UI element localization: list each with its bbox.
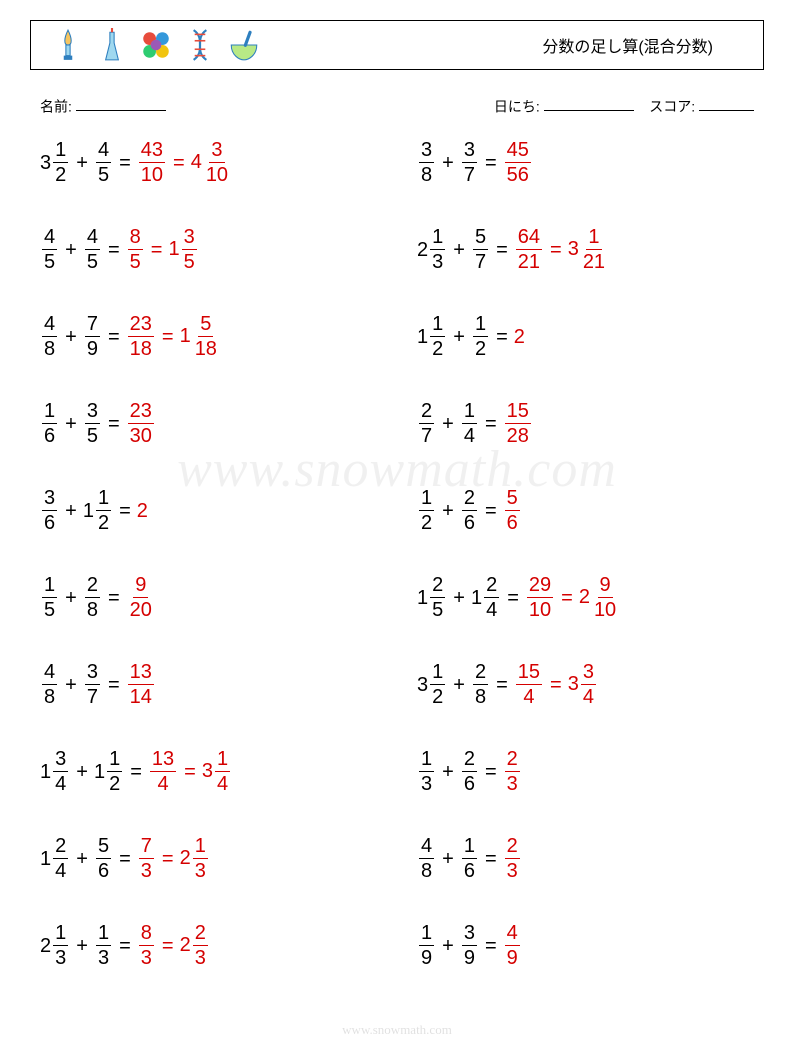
problems-area: 312+45=4310=4310 45+45=85=135 48+79=2318=1…	[40, 135, 754, 973]
answer: 154=334	[514, 661, 598, 709]
answer: 23	[503, 748, 522, 795]
answer: 2	[137, 500, 148, 521]
problem-row: 36+112=2	[40, 483, 377, 538]
score-blank[interactable]	[699, 95, 754, 111]
problem-row: 48+37=1314	[40, 657, 377, 712]
info-line: 名前: 日にち: スコア:	[40, 95, 754, 116]
problem-row: 12+26=56	[417, 483, 754, 538]
problem-row: 124+56=73=213	[40, 831, 377, 886]
problem-row: 312+28=154=334	[417, 657, 754, 712]
right-column: 38+37=4556 213+57=6421=3121 112+12=2 27+14=…	[417, 135, 754, 973]
answer: 920	[126, 574, 156, 621]
answer: 4556	[503, 139, 533, 186]
problem-row: 48+79=2318=1518	[40, 309, 377, 364]
header-box: 分数の足し算(混合分数)	[30, 20, 764, 70]
worksheet-title: 分数の足し算(混合分数)	[542, 33, 713, 57]
answer: 1314	[126, 661, 156, 708]
problem-row: 112+12=2	[417, 309, 754, 364]
answer: 2	[514, 326, 525, 347]
problem-row: 48+16=23	[417, 831, 754, 886]
answer: 2910=2910	[525, 574, 620, 622]
answer: 6421=3121	[514, 226, 609, 274]
name-blank[interactable]	[76, 95, 166, 111]
name-field: 名前:	[40, 95, 166, 116]
answer: 1528	[503, 400, 533, 447]
answer: 4310=4310	[137, 139, 232, 187]
problem-row: 125+124=2910=2910	[417, 570, 754, 625]
lamp-icon	[51, 28, 85, 62]
flask-icon	[95, 28, 129, 62]
date-label: 日にち:	[494, 98, 540, 114]
answer: 85=135	[126, 226, 199, 274]
problem-row: 134+112=134=314	[40, 744, 377, 799]
header-icons	[51, 28, 261, 62]
footer: www.snowmath.com	[0, 1022, 794, 1038]
answer: 2330	[126, 400, 156, 447]
date-score-fields: 日にち: スコア:	[494, 95, 754, 116]
answer: 56	[503, 487, 522, 534]
score-label: スコア:	[649, 98, 695, 114]
problem-row: 213+13=83=223	[40, 918, 377, 973]
answer: 2318=1518	[126, 313, 221, 361]
answer: 73=213	[137, 835, 210, 883]
problem-row: 13+26=23	[417, 744, 754, 799]
answer: 134=314	[148, 748, 232, 796]
problem-row: 45+45=85=135	[40, 222, 377, 277]
left-column: 312+45=4310=4310 45+45=85=135 48+79=2318=1…	[40, 135, 377, 973]
answer: 23	[503, 835, 522, 882]
atoms-icon	[139, 28, 173, 62]
problem-row: 16+35=2330	[40, 396, 377, 451]
answer: 49	[503, 922, 522, 969]
problem-row: 312+45=4310=4310	[40, 135, 377, 190]
dna-icon	[183, 28, 217, 62]
worksheet-page: 分数の足し算(混合分数) 名前: 日にち: スコア: www.snowmath.…	[0, 0, 794, 1053]
name-label: 名前:	[40, 98, 72, 114]
problem-row: 15+28=920	[40, 570, 377, 625]
problem-row: 19+39=49	[417, 918, 754, 973]
problem-row: 213+57=6421=3121	[417, 222, 754, 277]
answer: 83=223	[137, 922, 210, 970]
date-blank[interactable]	[544, 95, 634, 111]
mortar-icon	[227, 28, 261, 62]
problem-row: 38+37=4556	[417, 135, 754, 190]
problem-row: 27+14=1528	[417, 396, 754, 451]
